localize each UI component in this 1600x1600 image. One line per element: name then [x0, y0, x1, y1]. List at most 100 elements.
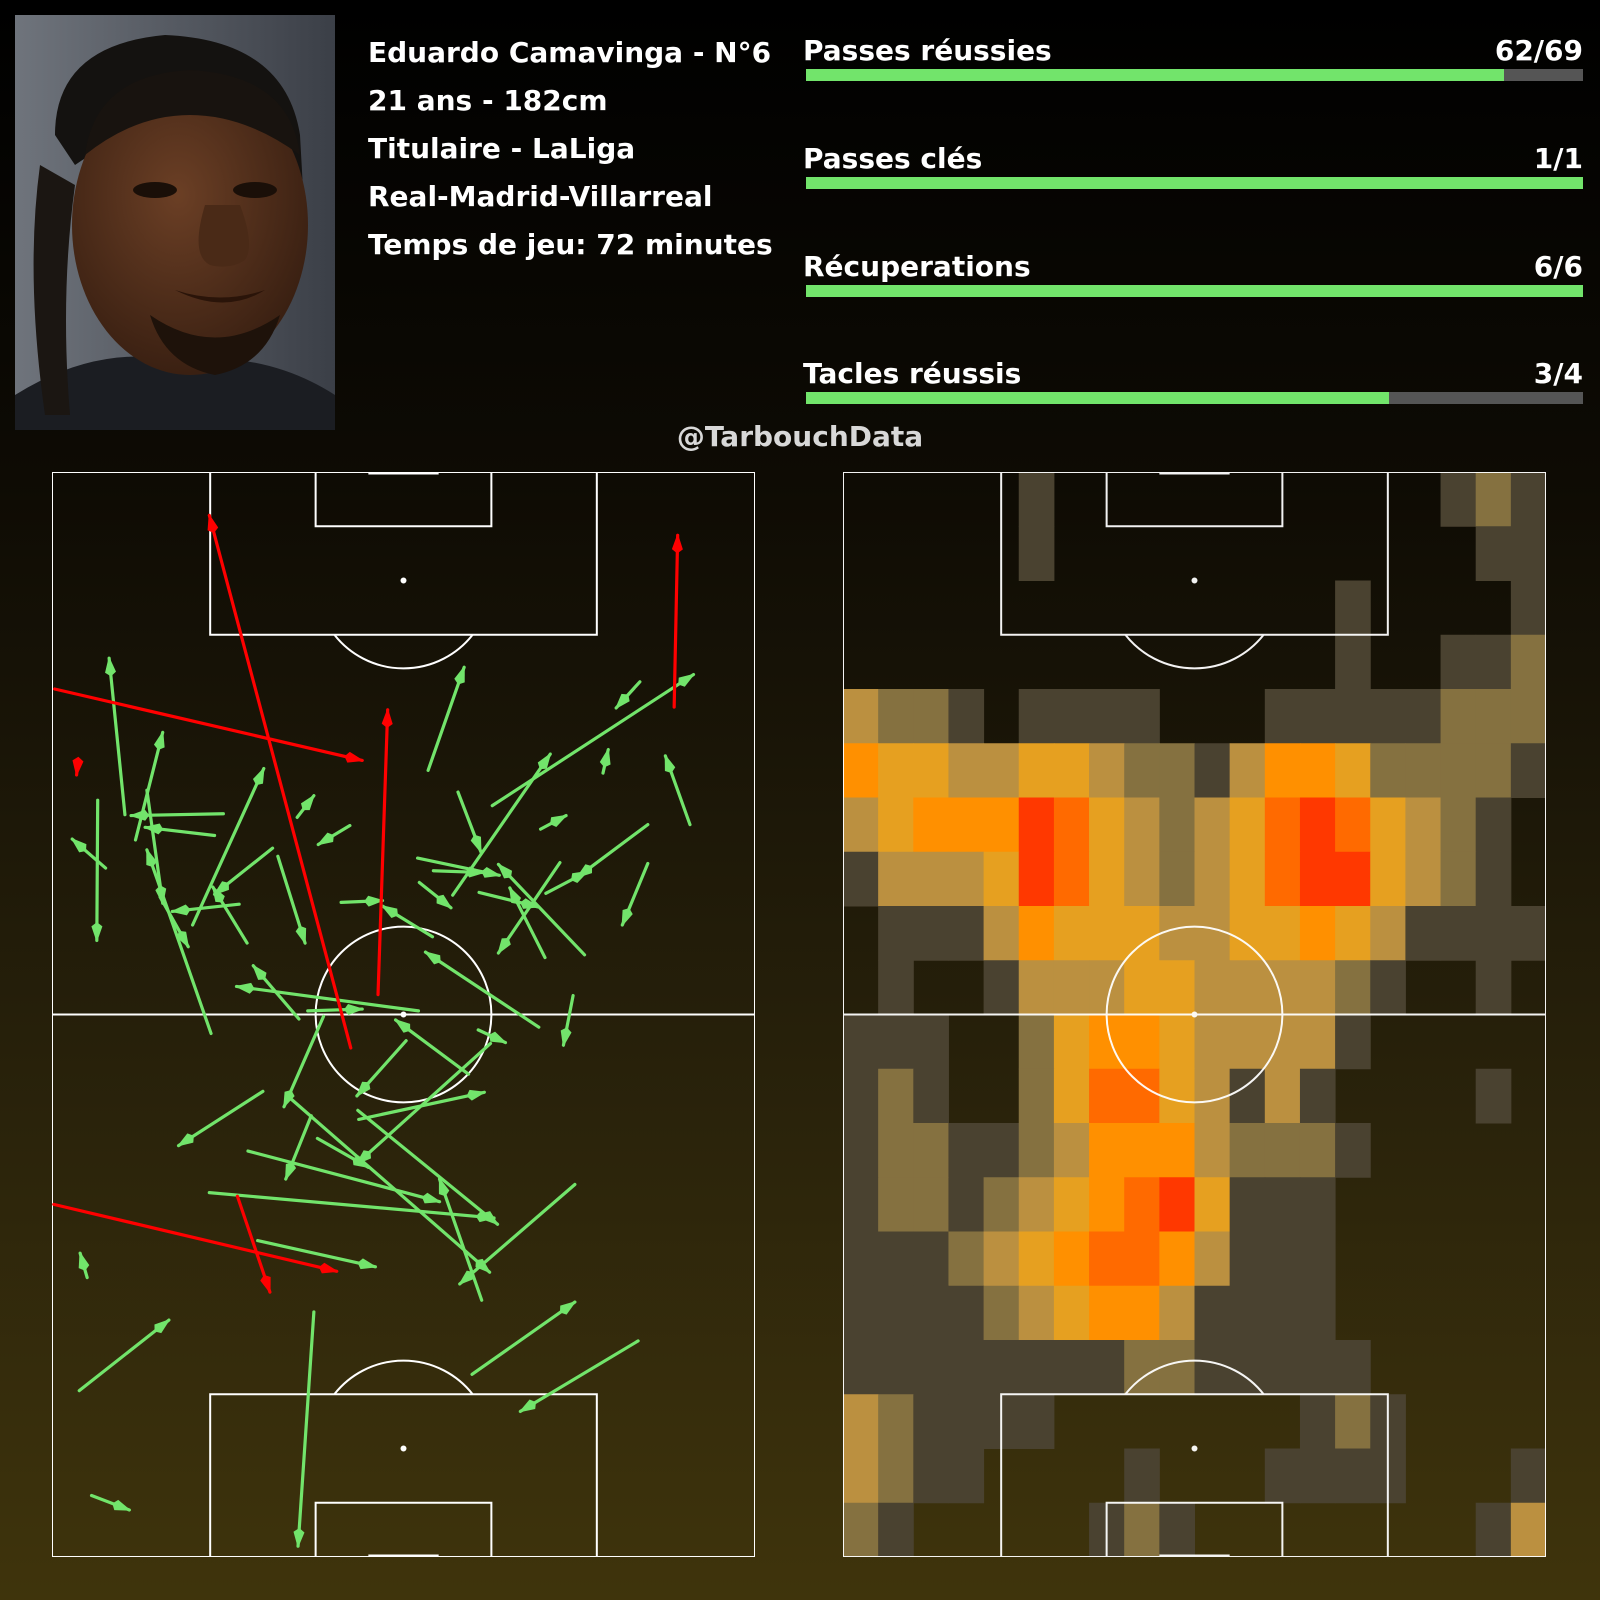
heatmap-cell — [843, 1231, 879, 1287]
heatmap-cell — [1194, 906, 1231, 961]
heatmap-cell — [948, 1123, 985, 1178]
heatmap-cell — [1335, 689, 1371, 744]
failed-pass-line — [672, 533, 680, 709]
heatmap-cell — [1194, 1177, 1231, 1232]
pass-arrowhead — [213, 881, 229, 896]
heatmap-cell — [1124, 851, 1160, 907]
heatmap-cell — [1264, 851, 1301, 907]
pass-arrowhead — [560, 1027, 572, 1048]
heatmap-cell — [1018, 1231, 1055, 1287]
heatmap-cell — [1264, 743, 1301, 798]
heatmap-cell — [1124, 906, 1160, 961]
pass-arrowhead — [344, 1004, 365, 1016]
heatmap-cell — [1229, 960, 1266, 1015]
pass-arrowhead — [176, 930, 190, 949]
pass-arrowhead — [251, 964, 267, 980]
heatmap-cell — [1018, 1068, 1055, 1124]
centre-circle — [1105, 925, 1284, 1104]
heatmap-cell — [843, 743, 879, 798]
pass-arrowhead — [664, 754, 676, 774]
completed-pass-line — [496, 862, 587, 957]
heatmap-cell — [843, 1285, 879, 1341]
heatmap-cell — [1475, 472, 1512, 527]
heatmap-cell — [1053, 1014, 1090, 1070]
heatmap-cell — [878, 960, 914, 1015]
heatmap-cell — [1018, 797, 1055, 853]
heatmap-cell — [1299, 1448, 1336, 1504]
heatmap-cell — [1159, 1177, 1195, 1232]
heatmap-cell — [1089, 1285, 1125, 1341]
heatmap-cell — [1089, 851, 1125, 907]
centre-spot — [1191, 1011, 1198, 1018]
heatmap-cell — [1510, 1502, 1546, 1557]
heatmap-cell — [1159, 1014, 1195, 1070]
heatmap-cell — [878, 1285, 914, 1341]
heatmap-cell — [1510, 472, 1546, 527]
heatmap-cell — [1264, 1123, 1301, 1178]
heatmap-cell — [843, 1014, 879, 1070]
heatmap-cell — [1124, 1177, 1160, 1232]
heatmap-cell — [1229, 1285, 1266, 1341]
heatmap-cell — [1053, 1177, 1090, 1232]
heatmap-cell — [913, 1231, 949, 1287]
pass-arrowhead — [380, 904, 398, 919]
heatmap-cell — [1194, 797, 1231, 853]
heatmap-cell — [1159, 1123, 1195, 1178]
heatmap-cell — [1475, 1068, 1512, 1124]
pass-arrowhead — [285, 1162, 297, 1181]
stat-bar-track — [806, 392, 1583, 404]
pass-arrowhead — [671, 533, 683, 554]
pass-series-failed — [52, 513, 683, 1294]
heatmap-cell — [1159, 743, 1195, 798]
stat-bar-fill — [806, 392, 1389, 404]
pass-arrowhead — [466, 1089, 487, 1101]
heatmap-cell — [1440, 634, 1477, 690]
penalty-spot-top — [400, 577, 407, 584]
penalty-box-bottom — [1000, 1393, 1389, 1557]
pass-arrowhead — [129, 809, 150, 821]
heatmap-cells — [843, 472, 1546, 1557]
heatmap-cell — [1018, 472, 1055, 527]
heatmap-cell — [948, 906, 985, 961]
penalty-arc-top — [333, 634, 474, 670]
heatmap-cell — [878, 1177, 914, 1232]
heatmap-cell — [1475, 960, 1512, 1015]
heatmap-cell — [1124, 1123, 1160, 1178]
pass-arrowhead — [295, 925, 307, 945]
heatmap-cell — [1475, 634, 1512, 690]
heatmap-cell — [1264, 797, 1301, 853]
heatmap-cell — [1370, 689, 1406, 744]
pass-arrowhead — [520, 898, 540, 909]
heatmap-cell — [1089, 1068, 1125, 1124]
heatmap-cell — [983, 1231, 1020, 1287]
player-age-height: 21 ans - 182cm — [368, 84, 608, 117]
heatmap-cell — [1370, 851, 1406, 907]
stat-value: 62/69 — [1494, 34, 1583, 67]
pass-arrowhead — [344, 751, 365, 763]
heatmap-cell — [1194, 1014, 1231, 1070]
stat-passes-cles: Passes clés 1/1 — [803, 142, 1583, 202]
pass-arrowhead — [146, 848, 157, 868]
heatmap-cell — [913, 689, 949, 744]
pass-arrowhead — [105, 656, 116, 677]
heatmap-cell — [1194, 1231, 1231, 1287]
heatmap-cell — [1299, 1340, 1336, 1395]
completed-pass-line — [470, 1300, 577, 1376]
heatmap-cell — [913, 1394, 949, 1449]
stat-label: Récuperations — [803, 250, 1031, 283]
heatmap-cell — [948, 1177, 985, 1232]
pass-arrowhead — [283, 1090, 295, 1109]
pass-arrowhead — [207, 513, 219, 533]
heatmap-cell — [1229, 1068, 1266, 1124]
stat-label: Passes clés — [803, 142, 983, 175]
stat-passes-reussies: Passes réussies 62/69 — [803, 34, 1583, 94]
pass-arrowhead — [537, 752, 552, 770]
heatmap-cell — [1335, 1448, 1371, 1504]
heatmap-cell — [1405, 797, 1442, 853]
failed-pass-line — [52, 1202, 339, 1273]
heatmap-cell — [1018, 1285, 1055, 1341]
pass-arrowhead — [260, 1274, 271, 1294]
completed-pass-line — [355, 1041, 493, 1166]
heatmap-cell — [1053, 1068, 1090, 1124]
six-yard-box-bottom — [314, 1501, 493, 1557]
